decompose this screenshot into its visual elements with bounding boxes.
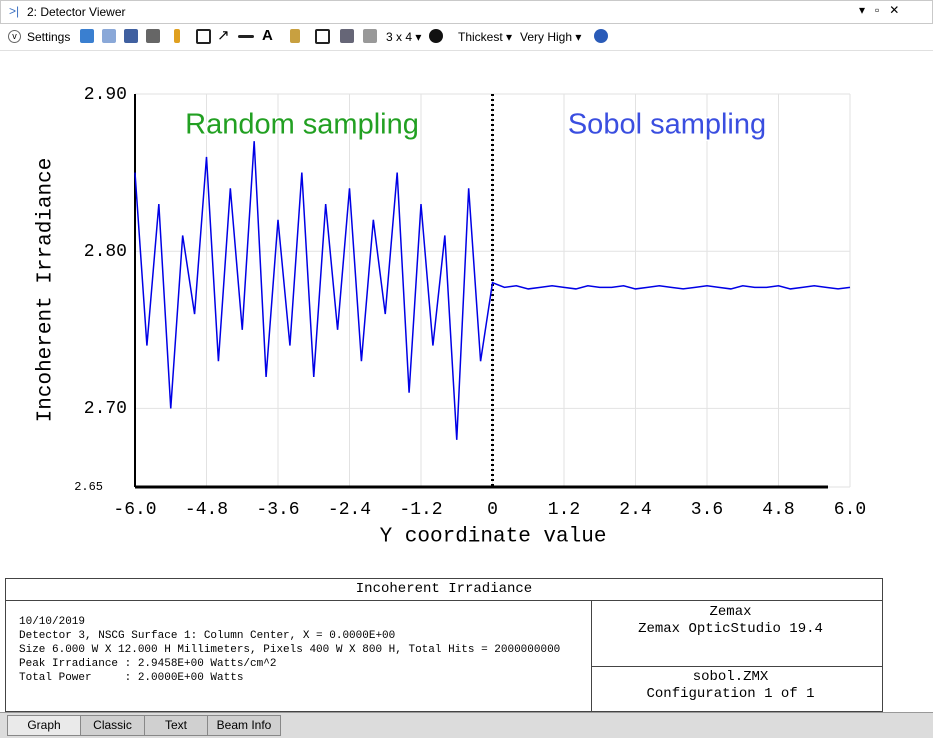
tab[interactable]: Text bbox=[144, 715, 208, 736]
line-icon[interactable] bbox=[238, 35, 254, 38]
x-tick-label: 4.8 bbox=[762, 500, 794, 520]
x-tick-label: -4.8 bbox=[185, 500, 228, 520]
zoom-icon[interactable] bbox=[315, 29, 330, 44]
info-side: Zemax Zemax OpticStudio 19.4 sobol.ZMX C… bbox=[591, 601, 883, 711]
window-icon[interactable] bbox=[340, 29, 354, 43]
window-buttons[interactable]: ▾ ▫ ✕ bbox=[859, 3, 900, 17]
thickness-dropdown[interactable]: Thickest ▾ bbox=[458, 30, 513, 44]
info-lines: 10/10/2019 Detector 3, NSCG Surface 1: Co… bbox=[19, 615, 560, 685]
arrow-icon[interactable]: ↗ bbox=[217, 27, 230, 44]
tab[interactable]: Beam Info bbox=[207, 715, 281, 736]
rotate-icon[interactable] bbox=[429, 29, 443, 43]
divider bbox=[592, 666, 883, 667]
save-icon[interactable] bbox=[124, 29, 138, 43]
x-tick-label: -1.2 bbox=[399, 500, 442, 520]
info-line: Size 6.000 W X 12.000 H Millimeters, Pix… bbox=[19, 644, 561, 656]
pencil-icon[interactable] bbox=[174, 29, 180, 43]
copy-icon[interactable] bbox=[102, 29, 116, 43]
y-tick-label: 2.65 bbox=[74, 480, 103, 494]
layout-dropdown[interactable]: 3 x 4 ▾ bbox=[386, 30, 422, 44]
y-axis-label: Incoherent Irradiance bbox=[35, 158, 58, 423]
title-bar: >| 2: Detector Viewer ▾ ▫ ✕ bbox=[0, 0, 933, 24]
y-tick-label: 2.90 bbox=[84, 85, 127, 105]
info-panel: Incoherent Irradiance 10/10/2019 Detector… bbox=[5, 578, 883, 712]
x-tick-label: -6.0 bbox=[113, 500, 156, 520]
tab[interactable]: Graph bbox=[7, 715, 81, 736]
x-tick-label: 1.2 bbox=[548, 500, 580, 520]
rect-icon[interactable] bbox=[196, 29, 211, 44]
company: Zemax bbox=[709, 604, 752, 620]
lock-icon[interactable] bbox=[290, 29, 300, 43]
pin-icon: >| bbox=[9, 4, 20, 18]
text-icon[interactable]: A bbox=[262, 27, 273, 44]
x-tick-label: -3.6 bbox=[256, 500, 299, 520]
y-tick-label: 2.70 bbox=[84, 399, 127, 419]
print-icon[interactable] bbox=[146, 29, 160, 43]
annotation: Random sampling bbox=[185, 109, 419, 141]
toolbar: v Settings ↗ A 3 x 4 ▾ Thickest ▾ Very H… bbox=[0, 24, 933, 51]
configuration: Configuration 1 of 1 bbox=[646, 686, 815, 702]
refresh-icon[interactable] bbox=[80, 29, 94, 43]
settings-button[interactable]: Settings bbox=[27, 30, 71, 44]
x-axis-label: Y coordinate value bbox=[380, 526, 607, 549]
info-line: Peak Irradiance : 2.9458E+00 Watts/cm^2 bbox=[19, 658, 277, 670]
layout-label: 3 x 4 bbox=[386, 30, 413, 44]
x-tick-label: 2.4 bbox=[619, 500, 651, 520]
resolution-dropdown[interactable]: Very High ▾ bbox=[520, 30, 582, 44]
product: Zemax OpticStudio 19.4 bbox=[638, 621, 823, 637]
info-title: Incoherent Irradiance bbox=[6, 579, 882, 601]
window-title: 2: Detector Viewer bbox=[27, 5, 126, 19]
x-tick-label: 0 bbox=[487, 500, 498, 520]
x-tick-label: 3.6 bbox=[691, 500, 723, 520]
help-icon[interactable] bbox=[594, 29, 608, 43]
settings-icon[interactable]: v bbox=[8, 30, 21, 43]
tab[interactable]: Classic bbox=[80, 715, 145, 736]
data-line bbox=[134, 141, 851, 440]
annotation: Sobol sampling bbox=[568, 109, 766, 141]
x-tick-label: 6.0 bbox=[834, 500, 866, 520]
chart: Incoherent Irradiance Y coordinate value… bbox=[35, 85, 867, 549]
file-name: sobol.ZMX bbox=[692, 669, 769, 685]
thickness-label: Thickest bbox=[458, 30, 503, 44]
info-line: Detector 3, NSCG Surface 1: Column Cente… bbox=[19, 630, 396, 642]
tab-bar: Graph Classic Text Beam Info bbox=[0, 712, 933, 738]
info-line: 10/10/2019 bbox=[19, 616, 86, 628]
x-tick-label: -2.4 bbox=[328, 500, 371, 520]
resolution-label: Very High bbox=[520, 30, 573, 44]
info-line: Total Power : 2.0000E+00 Watts bbox=[19, 672, 244, 684]
y-tick-label: 2.80 bbox=[84, 242, 127, 262]
layers-icon[interactable] bbox=[363, 29, 377, 43]
